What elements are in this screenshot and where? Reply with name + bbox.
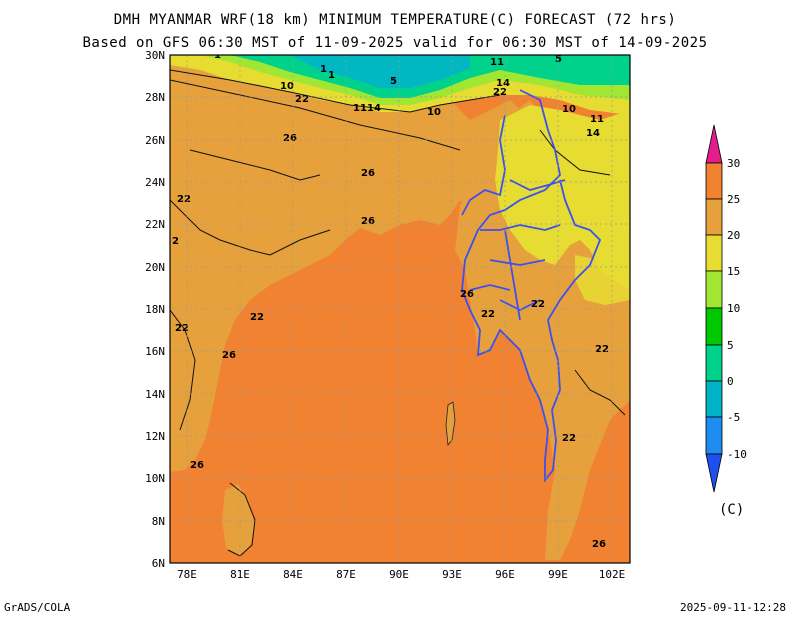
- contour-label: 10: [562, 104, 576, 115]
- colorbar-label: 15: [727, 265, 740, 278]
- contour-label: 22: [562, 433, 576, 444]
- contour-label: 26: [361, 168, 375, 179]
- contour-label: 1: [214, 50, 221, 61]
- lat-label: 22N: [145, 218, 165, 231]
- lon-label: 87E: [336, 568, 356, 581]
- lat-label: 6N: [152, 557, 165, 570]
- contour-label: 26: [222, 350, 236, 361]
- lat-label: 28N: [145, 91, 165, 104]
- lon-label: 102E: [599, 568, 626, 581]
- contour-label: 1: [328, 70, 335, 81]
- unit-label: (C): [719, 502, 744, 518]
- contour-label: 1: [320, 64, 327, 75]
- colorbar-bottom-arrow: [705, 453, 723, 493]
- colorbar-labels: 30 25 20 15 10 5 0 -5 -10: [727, 157, 747, 461]
- lon-label: 81E: [230, 568, 250, 581]
- contour-label: 26: [361, 216, 375, 227]
- contour-label: 26: [190, 460, 204, 471]
- lat-label: 18N: [145, 303, 165, 316]
- contour-label: 22: [481, 309, 495, 320]
- latitude-axis: 30N 28N 26N 24N 22N 20N 18N 16N 14N 12N …: [145, 49, 165, 570]
- colorbar: 30 25 20 15 10 5 0 -5 -10 (C): [705, 124, 747, 518]
- contour-label: 22: [295, 94, 309, 105]
- map-title: DMH MYANMAR WRF(18 km) MINIMUM TEMPERATU…: [113, 12, 677, 28]
- contour-label: 14: [586, 128, 600, 139]
- colorbar-label: -10: [727, 448, 747, 461]
- yellow-zone-north: [495, 105, 630, 290]
- colorbar-label: -5: [727, 411, 740, 424]
- colorbar-label: 5: [727, 339, 734, 352]
- temperature-contours: [170, 69, 626, 557]
- map-subtitle: Based on GFS 06:30 MST of 11-09-2025 val…: [82, 35, 708, 51]
- footer-credit: GrADS/COLA: [4, 601, 71, 614]
- colorbar-top-arrow: [705, 124, 723, 164]
- contour-label: 22: [531, 299, 545, 310]
- map-area: 1 1 5 11 14 10 22 11 14 10 22 10 11 14 2…: [170, 50, 630, 563]
- contour-label: 22: [250, 312, 264, 323]
- grid: [170, 55, 630, 563]
- contour-label: 10: [280, 81, 294, 92]
- colorbar-label: 0: [727, 375, 734, 388]
- lat-label: 14N: [145, 388, 165, 401]
- lon-label: 84E: [283, 568, 303, 581]
- contour-label: 2: [172, 236, 179, 247]
- lat-label: 20N: [145, 261, 165, 274]
- lat-label: 8N: [152, 515, 165, 528]
- contour-label: 26: [283, 133, 297, 144]
- lat-label: 12N: [145, 430, 165, 443]
- map-frame: [169, 54, 631, 564]
- contour-label: 5: [555, 54, 562, 65]
- contour-label: 22: [177, 194, 191, 205]
- lat-label: 10N: [145, 472, 165, 485]
- colorbar-label: 20: [727, 229, 740, 242]
- sri-lanka: [222, 484, 255, 556]
- contour-label: 22: [595, 344, 609, 355]
- contour-label-group: 1 1 5 11 14 10 22 11 14 10 22 10 11 14 2…: [172, 50, 609, 471]
- contour-label: 11: [590, 114, 604, 125]
- colorbar-label: 10: [727, 302, 740, 315]
- contour-label: 11: [353, 103, 367, 114]
- colorbar-label: 30: [727, 157, 740, 170]
- contour-label: 22: [175, 323, 189, 334]
- contour-label: 22: [493, 87, 507, 98]
- colorbar-label: 25: [727, 193, 740, 206]
- lon-label: 96E: [495, 568, 515, 581]
- contour-label: 26: [592, 539, 606, 550]
- lon-label: 78E: [177, 568, 197, 581]
- longitude-axis: 78E 81E 84E 87E 90E 93E 96E 99E 102E: [177, 568, 625, 581]
- contour-label: 10: [427, 107, 441, 118]
- lon-label: 90E: [389, 568, 409, 581]
- lat-label: 30N: [145, 49, 165, 62]
- lon-label: 93E: [442, 568, 462, 581]
- footer-timestamp: 2025-09-11-12:28: [680, 601, 786, 614]
- himalaya-cyan-band: [290, 55, 470, 88]
- lat-label: 16N: [145, 345, 165, 358]
- contour-label: 14: [367, 103, 381, 114]
- contour-label: 11: [490, 57, 504, 68]
- lon-label: 99E: [548, 568, 568, 581]
- contour-label: 14: [496, 78, 510, 89]
- lat-label: 26N: [145, 134, 165, 147]
- contour-label: 26: [460, 289, 474, 300]
- lat-label: 24N: [145, 176, 165, 189]
- contour-label: 5: [390, 76, 397, 87]
